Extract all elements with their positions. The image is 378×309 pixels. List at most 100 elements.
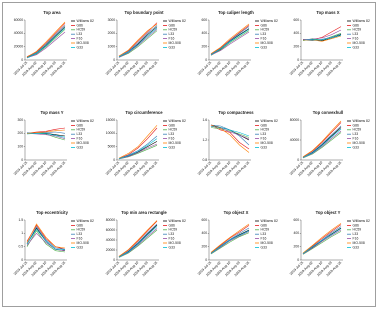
chart-title: Top convexhull [313, 110, 343, 115]
series-line [302, 35, 342, 42]
chart-title: Top compactness [218, 110, 254, 115]
series-line [118, 228, 158, 258]
series-line [118, 23, 158, 57]
series-line [210, 223, 250, 253]
legend-label: Williams 82 [353, 19, 370, 23]
y-tick-label: 1.2 [202, 138, 207, 142]
y-tick-label: 80000 [290, 118, 300, 122]
y-tick-label: 200 [202, 245, 208, 249]
series-line [302, 229, 342, 255]
legend-label: F16 [169, 36, 175, 40]
legend-label: L33 [261, 132, 267, 136]
legend-label: F16 [353, 136, 359, 140]
legend-label: Williams 82 [169, 119, 186, 123]
legend-label: Williams 82 [261, 19, 278, 23]
series-line [26, 31, 66, 58]
y-tick-label: 400 [202, 31, 208, 35]
y-tick-label: 15000 [106, 118, 116, 122]
legend-label: HC59 [353, 128, 362, 132]
chart-title: Top circumference [125, 110, 163, 115]
chart-title: Top caliper length [218, 10, 254, 15]
legend-label: F16 [77, 136, 83, 140]
y-tick-label: 400 [202, 231, 208, 235]
legend-label: G86 [77, 123, 84, 127]
legend-label: HC59 [261, 228, 270, 232]
y-tick-label: 60000 [106, 228, 116, 232]
y-tick-label: 3000 [108, 18, 116, 22]
figure-frame [2, 2, 376, 307]
legend-label: L33 [77, 32, 83, 36]
series-line [26, 223, 66, 249]
series-line [210, 30, 250, 56]
y-tick-label: 0 [21, 158, 23, 162]
y-tick-label: 200 [294, 245, 300, 249]
legend-label: G86 [261, 123, 268, 127]
series-line [118, 220, 158, 257]
y-tick-label: 20000 [106, 248, 116, 252]
legend-label: G33 [169, 45, 176, 49]
y-tick-label: 20000 [14, 45, 24, 49]
legend-label: HC59 [261, 128, 270, 132]
chart-title: Top area [43, 10, 61, 15]
legend-label: G86 [353, 23, 360, 27]
legend-label: G86 [169, 23, 176, 27]
series-line [302, 128, 342, 158]
legend-label: L33 [353, 232, 359, 236]
series-line [210, 29, 250, 55]
y-tick-label: 0 [297, 158, 299, 162]
legend-label: MO-508 [77, 241, 89, 245]
y-tick-label: 0 [113, 258, 115, 262]
series-line [118, 27, 158, 57]
series-line [118, 226, 158, 258]
series-line [118, 143, 158, 160]
series-line [118, 127, 158, 159]
series-line [210, 25, 250, 55]
legend-label: MO-508 [353, 141, 365, 145]
legend-label: G33 [77, 145, 84, 149]
series-line [118, 29, 158, 58]
series-line [302, 33, 342, 41]
legend-label: G86 [77, 23, 84, 27]
legend-label: G86 [261, 223, 268, 227]
legend-label: HC59 [261, 28, 270, 32]
series-line [26, 27, 66, 59]
series-line [118, 138, 158, 159]
legend-label: L33 [353, 32, 359, 36]
legend-label: MO-508 [353, 241, 365, 245]
series-line [26, 133, 66, 138]
series-line [26, 129, 66, 134]
y-tick-label: 0 [21, 58, 23, 62]
y-tick-label: 0.8 [202, 158, 207, 162]
legend-label: MO-508 [77, 141, 89, 145]
legend-label: G86 [77, 223, 84, 227]
legend-label: G86 [169, 223, 176, 227]
y-tick-label: 200 [18, 131, 24, 135]
legend-label: G86 [353, 123, 360, 127]
legend-label: F16 [169, 236, 175, 240]
legend-label: HC59 [77, 28, 86, 32]
series-line [26, 226, 66, 250]
y-tick-label: 1.6 [202, 118, 207, 122]
legend-label: MO-508 [169, 141, 181, 145]
legend-label: F16 [261, 36, 267, 40]
legend-label: G33 [261, 245, 268, 249]
legend-label: G33 [169, 145, 176, 149]
legend-label: Williams 82 [169, 19, 186, 23]
series-line [118, 30, 158, 58]
y-tick-label: 0 [113, 158, 115, 162]
legend-label: F16 [261, 136, 267, 140]
legend-label: G86 [261, 23, 268, 27]
series-line [210, 230, 250, 254]
legend-label: L33 [353, 132, 359, 136]
y-tick-label: 100 [18, 145, 24, 149]
series-line [302, 120, 342, 158]
y-tick-label: 600 [294, 18, 300, 22]
y-tick-label: 0 [21, 258, 23, 262]
legend-label: F16 [77, 236, 83, 240]
series-line [302, 35, 342, 41]
legend-label: MO-508 [261, 241, 273, 245]
series-line [302, 224, 342, 254]
legend-label: Williams 82 [169, 219, 186, 223]
legend-label: HC59 [353, 28, 362, 32]
